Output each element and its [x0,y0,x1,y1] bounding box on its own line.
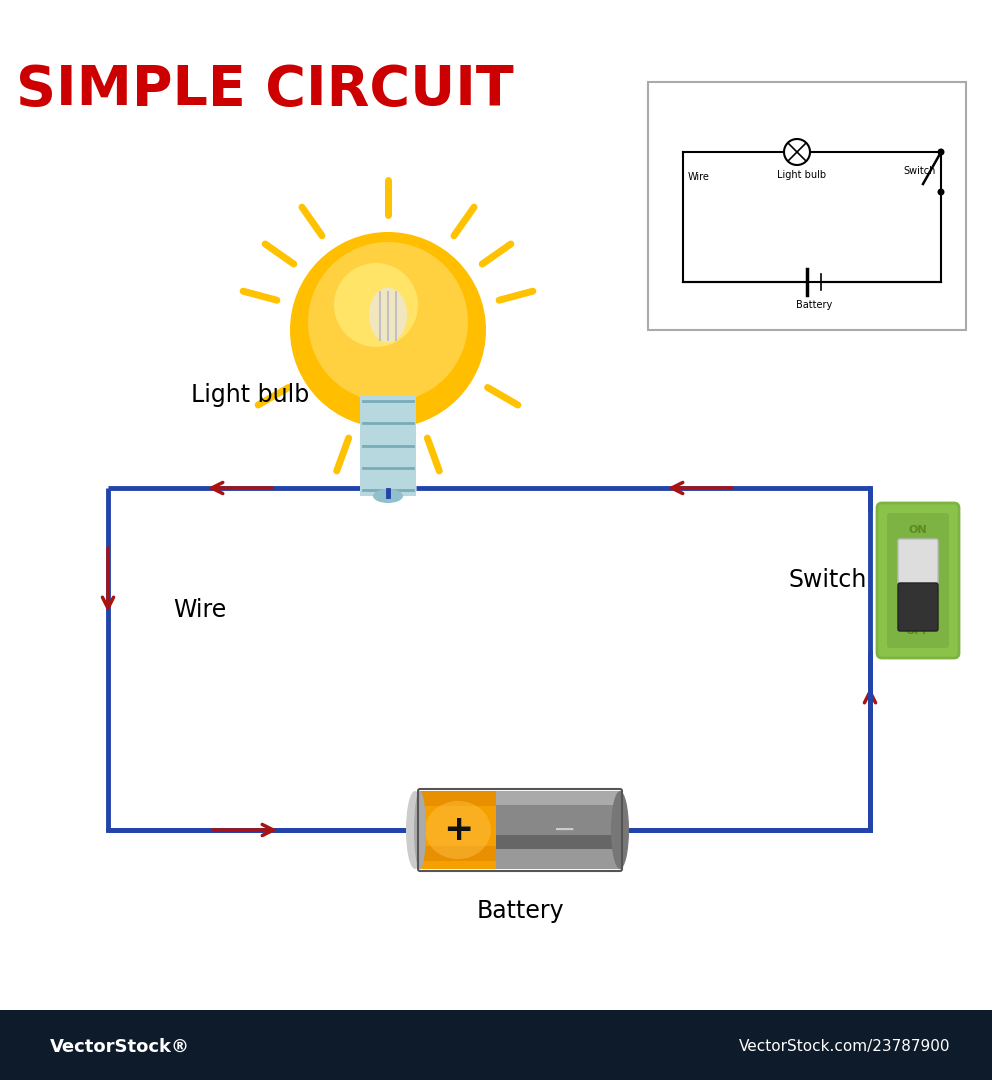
Bar [648,82,966,330]
Circle shape [334,264,418,347]
Text: −: − [553,816,575,843]
Text: VectorStock.com/23787900: VectorStock.com/23787900 [738,1039,950,1054]
Text: OFF: OFF [906,626,930,636]
Text: VectorStock®: VectorStock® [50,1038,190,1056]
Text: SIMPLE CIRCUIT: SIMPLE CIRCUIT [16,63,514,117]
Bar [0,1010,992,1080]
Text: Switch: Switch [789,568,867,592]
Bar [496,805,620,835]
Bar [420,846,496,861]
Text: Wire: Wire [688,172,710,183]
FancyBboxPatch shape [898,539,938,588]
Circle shape [784,139,810,165]
Ellipse shape [425,801,491,859]
Bar [360,395,416,496]
Bar [496,791,620,805]
Text: Switch: Switch [904,166,936,176]
Circle shape [937,189,944,195]
Text: Light bulb: Light bulb [190,383,310,407]
FancyBboxPatch shape [898,583,938,631]
Ellipse shape [406,791,424,869]
Circle shape [937,148,944,156]
Ellipse shape [414,791,426,869]
Ellipse shape [611,791,629,869]
Text: Wire: Wire [173,598,226,622]
Ellipse shape [373,489,403,503]
Ellipse shape [369,287,407,342]
Text: Light bulb: Light bulb [778,170,826,180]
Text: +: + [442,813,473,847]
Bar [496,791,620,869]
Bar [420,791,496,869]
Circle shape [308,242,468,402]
Bar [496,835,620,849]
Text: Battery: Battery [796,300,832,310]
Text: Battery: Battery [476,899,563,923]
Circle shape [290,232,486,428]
Text: ON: ON [909,525,928,535]
FancyBboxPatch shape [887,513,949,648]
FancyBboxPatch shape [877,503,959,658]
Bar [420,791,496,806]
Bar [496,849,620,869]
